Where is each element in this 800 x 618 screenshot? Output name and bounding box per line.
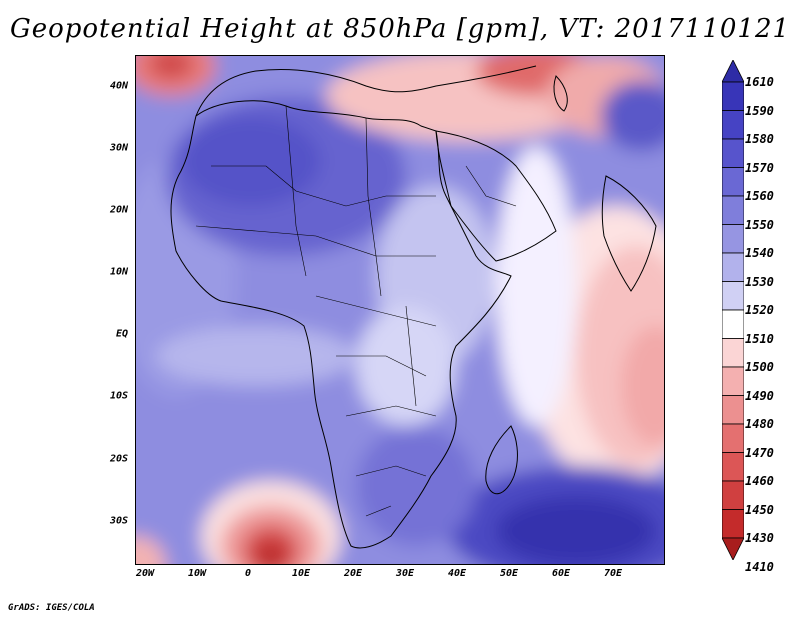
colorbar-label: 1580 <box>745 132 774 146</box>
colorbar-bottom-triangle <box>722 537 744 560</box>
colorbar-label: 1430 <box>745 531 774 545</box>
lon-label-60e: 60E <box>551 568 571 579</box>
lat-label-eq: EQ <box>115 328 128 340</box>
colorbar-label: 1570 <box>745 160 774 175</box>
lat-label-20n: 20N <box>109 204 128 216</box>
lon-label-30e: 30E <box>395 568 415 579</box>
coastlines <box>170 65 657 549</box>
lat-label-30s: 30S <box>109 515 128 527</box>
colorbar-segment <box>722 138 744 168</box>
lon-label-70e: 70E <box>603 568 623 579</box>
colorbar-segment <box>722 395 744 425</box>
colorbar-segment <box>722 195 744 225</box>
colorbar-label: 1480 <box>745 417 774 431</box>
colorbar-segment <box>722 110 744 140</box>
colorbar-label: 1520 <box>745 303 774 317</box>
colorbar-segment <box>722 423 744 453</box>
height-field-shading <box>136 56 664 564</box>
colorbar-segment <box>722 281 744 311</box>
colorbar-label: 1590 <box>745 103 774 118</box>
lon-label-20w: 20W <box>135 568 155 579</box>
colorbar-label: 1610 <box>745 75 774 89</box>
colorbar-label: 1540 <box>745 246 774 260</box>
colorbar-label: 1460 <box>745 474 774 488</box>
colorbar-segment <box>722 252 744 282</box>
lon-label-20e: 20E <box>343 568 363 579</box>
colorbar-segment <box>722 509 744 539</box>
lat-label-40n: 40N <box>109 80 128 92</box>
colorbar-top-triangle <box>722 60 744 83</box>
colorbar-label: 1530 <box>745 274 774 289</box>
colorbar-label: 1510 <box>745 331 774 346</box>
lat-label-20s: 20S <box>109 453 128 465</box>
map-panel <box>135 55 665 565</box>
colorbar-label: 1560 <box>745 189 774 203</box>
colorbar-segment <box>722 338 744 368</box>
lat-label-30n: 30N <box>109 142 128 154</box>
geopotential-field <box>136 56 664 564</box>
colorbar-segment <box>722 309 744 339</box>
country-borders <box>195 105 517 517</box>
colorbar-label: 1450 <box>745 502 774 517</box>
colorbar-segment <box>722 81 744 111</box>
colorbar-label: 1550 <box>745 217 774 232</box>
lat-label-10n: 10N <box>109 266 128 278</box>
colorbar-label: 1410 <box>745 559 774 574</box>
lon-label-50e: 50E <box>499 568 519 579</box>
lat-label-10s: 10S <box>109 390 128 402</box>
lon-label-40e: 40E <box>447 568 467 579</box>
colorbar-segment <box>722 224 744 254</box>
lon-label-10w: 10W <box>187 568 207 579</box>
colorbar-label: 1490 <box>745 388 774 403</box>
lon-label-0: 0 <box>244 568 252 579</box>
colorbar <box>722 60 744 560</box>
colorbar-segment <box>722 480 744 510</box>
colorbar-segment <box>722 452 744 482</box>
grads-credit: GrADS: IGES/COLA <box>8 603 95 613</box>
colorbar-label: 1500 <box>745 360 774 374</box>
colorbar-label: 1470 <box>745 445 774 460</box>
colorbar-segment <box>722 167 744 197</box>
map-title: Geopotential Height at 850hPa [gpm], VT:… <box>9 14 791 44</box>
colorbar-segment <box>722 366 744 396</box>
lon-label-10e: 10E <box>291 568 311 579</box>
